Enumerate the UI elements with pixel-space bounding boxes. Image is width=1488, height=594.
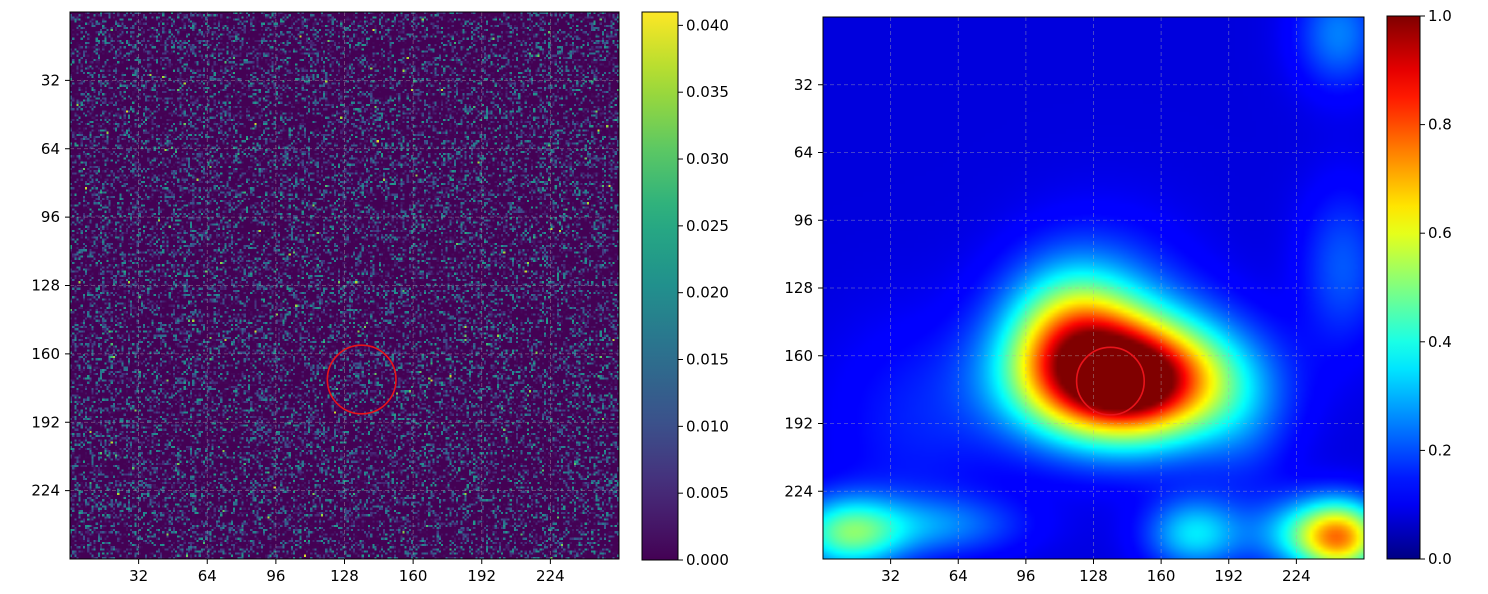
y-tick-label: 192 <box>784 415 813 433</box>
x-tick-label: 64 <box>198 567 217 585</box>
x-tick-label: 32 <box>881 567 900 585</box>
x-tick-label: 192 <box>467 567 496 585</box>
highlight-circle <box>326 344 397 415</box>
x-tick-label: 96 <box>1016 567 1035 585</box>
x-tick-label: 128 <box>330 567 359 585</box>
y-tick-label: 64 <box>41 140 60 158</box>
x-tick-label: 224 <box>1282 567 1311 585</box>
x-tick-label: 32 <box>129 567 148 585</box>
colorbar-tick-label: 1.0 <box>1428 7 1452 25</box>
colorbar-tick-label: 0.005 <box>686 484 729 502</box>
x-tick-label: 224 <box>536 567 565 585</box>
x-tick-label: 160 <box>1147 567 1176 585</box>
colorbar-tick-label: 0.040 <box>686 16 729 34</box>
y-tick-label: 96 <box>41 208 60 226</box>
left-heatmap-panel: 32 64 96 128 160 192 224 32 64 96 128 160 192 224 0.00… <box>31 11 729 585</box>
y-tick-label: 32 <box>794 76 813 94</box>
colorbar-tick-label: 0.010 <box>686 417 729 435</box>
x-tick-label: 128 <box>1079 567 1108 585</box>
colorbar-tick-label: 0.6 <box>1428 224 1452 242</box>
colorbar-tick-label: 0.020 <box>686 284 729 302</box>
y-tick-label: 224 <box>31 482 60 500</box>
heatmap-image-right <box>823 17 1364 559</box>
x-tick-label: 160 <box>399 567 428 585</box>
y-tick-label: 128 <box>784 279 813 297</box>
y-tick-label: 32 <box>41 71 60 89</box>
x-tick-label: 64 <box>949 567 968 585</box>
colorbar-tick-label: 0.8 <box>1428 116 1452 134</box>
colorbar-tick-label: 0.000 <box>686 551 729 569</box>
colorbar-tick-label: 0.035 <box>686 83 729 101</box>
y-tick-label: 160 <box>31 345 60 363</box>
colorbar <box>641 11 679 561</box>
colorbar-tick-label: 0.4 <box>1428 333 1452 351</box>
y-tick-label: 96 <box>794 211 813 229</box>
colorbar-tick-label: 0.030 <box>686 150 729 168</box>
y-tick-label: 160 <box>784 347 813 365</box>
right-heatmap-panel: 32 64 96 128 160 192 224 32 64 96 128 160 192 224 0.0 0… <box>784 7 1452 585</box>
colorbar-tick-label: 0.025 <box>686 217 729 235</box>
x-tick-label: 192 <box>1214 567 1243 585</box>
x-tick-label: 96 <box>266 567 285 585</box>
colorbar-tick-label: 0.015 <box>686 351 729 369</box>
y-tick-label: 64 <box>794 144 813 162</box>
y-tick-label: 224 <box>784 482 813 500</box>
y-tick-label: 192 <box>31 413 60 431</box>
highlight-circle <box>1075 346 1146 416</box>
colorbar-tick-label: 0.2 <box>1428 441 1452 459</box>
colorbar-tick-label: 0.0 <box>1428 550 1452 568</box>
colorbar <box>1386 15 1421 560</box>
y-tick-label: 128 <box>31 277 60 295</box>
